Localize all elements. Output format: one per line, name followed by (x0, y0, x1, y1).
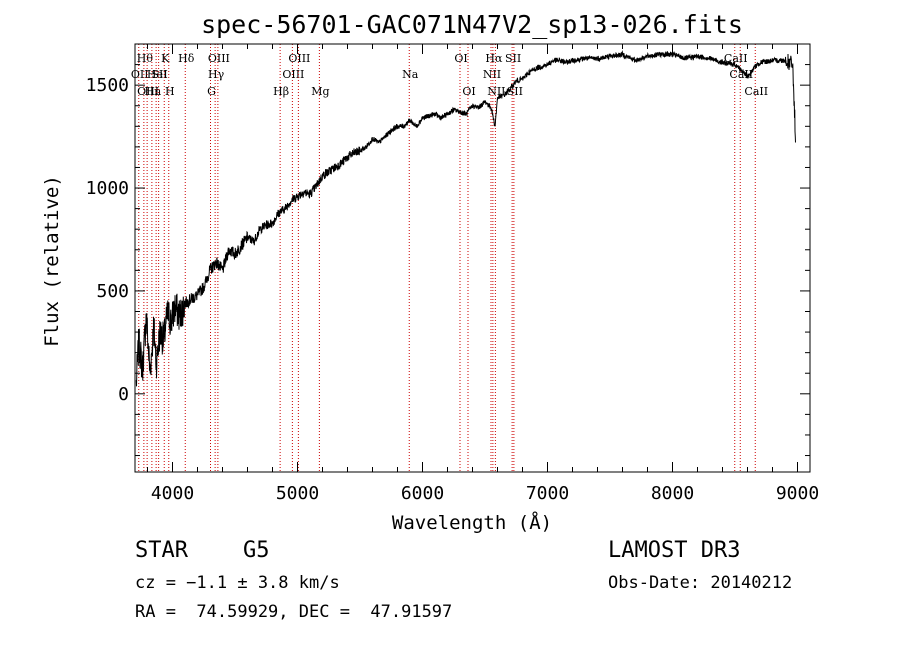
line-marker-label: NII (487, 85, 505, 98)
spectrum-series (135, 49, 796, 387)
y-axis-label: Flux (relative) (41, 175, 63, 347)
line-marker-label: G (207, 85, 216, 98)
line-marker-label: Hβ (273, 85, 289, 98)
y-tick-label: 1500 (86, 75, 129, 96)
line-marker-label: NII (483, 68, 501, 81)
object-subclass: G5 (243, 538, 270, 563)
line-marker-label: Hδ (178, 52, 195, 65)
line-marker-label: OI (454, 52, 467, 65)
line-marker-label: HeI (147, 68, 167, 81)
line-marker-label: OIII (282, 68, 304, 81)
x-tick-label: 4000 (151, 483, 194, 504)
line-marker-label: Hα (485, 52, 503, 65)
line-markers: OIIHθOIIIHnHeISIIKHHδGHγOIIIHβOIIIOIIIMg… (131, 44, 768, 472)
observation-date: Obs-Date: 20140212 (608, 573, 793, 593)
line-marker-label: Mg (311, 85, 329, 98)
redshift-cz: cz = −1.1 ± 3.8 km/s (135, 573, 340, 593)
survey-name: LAMOST DR3 (608, 538, 741, 563)
chart-title: spec-56701-GAC071N47V2_sp13-026.fits (201, 10, 743, 39)
x-axis-label: Wavelength (Å) (392, 511, 552, 534)
x-tick-label: 6000 (401, 483, 444, 504)
line-marker-label: Hγ (208, 68, 225, 81)
line-marker-label: H (165, 85, 175, 98)
x-tick-label: 5000 (276, 483, 319, 504)
object-class: STAR (135, 538, 188, 563)
line-marker-label: K (161, 52, 170, 65)
line-marker-label: Hn (145, 85, 162, 98)
axes: 4000 5000 6000 7000 8000 9000 0 500 1000 1500 (86, 43, 819, 504)
line-marker-label: SII (505, 52, 521, 65)
x-tick-label: 8000 (651, 483, 694, 504)
spectrum-line (135, 49, 796, 387)
coordinates: RA = 74.59929, DEC = 47.91597 (135, 602, 453, 622)
line-marker-label: OI (462, 85, 475, 98)
line-marker-label: OIII (208, 52, 230, 65)
line-marker-label: Hθ (137, 52, 154, 65)
line-marker-label: OIII (288, 52, 310, 65)
x-tick-label: 7000 (526, 483, 569, 504)
line-marker-label: OIII (137, 85, 159, 98)
y-tick-label: 0 (118, 384, 129, 405)
line-marker-label: SII (152, 68, 168, 81)
x-tick-label: 9000 (776, 483, 819, 504)
line-marker-label: CaII (744, 85, 768, 98)
line-marker-label: Na (402, 68, 419, 81)
y-tick-label: 1000 (86, 178, 129, 199)
y-tick-label: 500 (96, 281, 129, 302)
